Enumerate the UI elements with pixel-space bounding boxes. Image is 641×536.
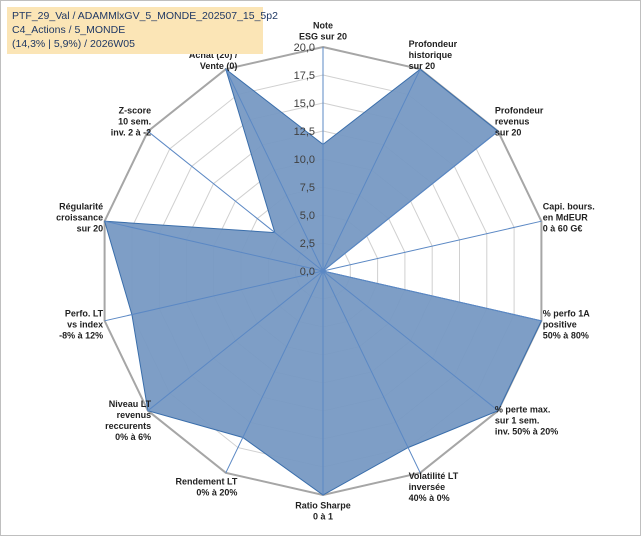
axis-label-line: vs index: [67, 319, 103, 329]
axis-label-line: 0% à 20%: [196, 488, 237, 498]
tick-label: 0,0: [300, 266, 315, 278]
tick-label: 15,0: [294, 98, 315, 110]
tick-label: 20,0: [294, 42, 315, 54]
axis-label-line: en MdEUR: [543, 213, 589, 223]
axis-label-line: positive: [543, 319, 577, 329]
axis-label-line: Niveau LT: [109, 399, 152, 409]
axis-spoke: [147, 130, 324, 272]
axis-label-line: Capi. bours.: [543, 202, 595, 212]
axis-spoke: [147, 270, 324, 412]
axis-label-line: historique: [409, 50, 453, 60]
axis-spoke: [322, 220, 542, 272]
axis-spoke: [322, 68, 421, 272]
radar-tick-labels: 0,0 2,5 5,0 7,5 10,0 12,5 15,0 17,5 20,0: [294, 42, 315, 278]
radar-series: [103, 47, 543, 496]
axis-label-line: Volatilité LT: [409, 471, 459, 481]
axis-label-line: Rendement LT: [176, 477, 238, 487]
axis-spoke: [322, 270, 499, 412]
axis-label-line: Z-score: [119, 105, 152, 115]
axis-spoke: [104, 220, 324, 272]
tick-label: 12,5: [294, 126, 315, 138]
axis-label-line: Vente (0): [200, 61, 238, 71]
axis-spoke: [104, 270, 324, 322]
axis-label-line: Profondeur: [495, 105, 544, 115]
portfolio-name: PTF_29_Val / ADAMMlxGV_5_MONDE_202507_15…: [12, 10, 278, 22]
axis-label-line: % perfo 1A: [543, 308, 591, 318]
axis-label-line: sur 20: [77, 224, 104, 234]
axis-label-line: % perte max.: [495, 405, 551, 415]
axis-label-line: -8% à 12%: [59, 330, 103, 340]
tick-label: 2,5: [300, 238, 315, 250]
axis-label: % perte max.sur 1 sem.inv. 50% à 20%: [495, 405, 558, 437]
axis-spoke: [225, 270, 324, 474]
axis-label-line: Achat (20) /: [189, 50, 238, 60]
axis-label-line: inversée: [409, 482, 446, 492]
portfolio-stats: (14,3% | 5,9%) / 2026W05: [12, 38, 135, 50]
axis-label-line: sur 20: [495, 127, 522, 137]
axis-spoke: [322, 130, 499, 272]
axis-label-line: Régularité: [59, 202, 103, 212]
axis-spoke: [225, 68, 324, 272]
axis-label-line: Perfo. LT: [65, 308, 104, 318]
axis-spoke: [322, 270, 542, 322]
axis-label-line: Profondeur: [409, 39, 458, 49]
axis-label: Rendement LT0% à 20%: [176, 477, 238, 498]
axis-label-line: reccurents: [105, 421, 151, 431]
axis-label-line: Note: [313, 21, 333, 31]
axis-label-line: sur 1 sem.: [495, 416, 540, 426]
axis-label-line: 0% à 6%: [115, 432, 151, 442]
tick-label: 17,5: [294, 70, 315, 82]
axis-label-line: Ratio Sharpe: [295, 501, 351, 511]
asset-class: C4_Actions / 5_MONDE: [12, 24, 126, 36]
axis-label-line: revenus: [117, 410, 152, 420]
axis-label-line: 0 à 60 G€: [543, 224, 583, 234]
axis-label-line: 0 à 1: [313, 512, 333, 522]
axis-label-line: inv. 2 à -2: [111, 127, 151, 137]
axis-label-line: 10 sem.: [118, 116, 151, 126]
tick-label: 7,5: [300, 182, 315, 194]
axis-label-line: 50% à 80%: [543, 330, 589, 340]
axis-label-line: revenus: [495, 116, 530, 126]
tick-label: 10,0: [294, 154, 315, 166]
chart-title-box: PTF_29_Val / ADAMMlxGV_5_MONDE_202507_15…: [7, 7, 278, 54]
axis-label-line: 40% à 0%: [409, 493, 450, 503]
tick-label: 5,0: [300, 210, 315, 222]
axis-label-line: ESG sur 20: [299, 32, 347, 42]
axis-label-line: inv. 50% à 20%: [495, 427, 558, 437]
axis-label-line: sur 20: [409, 61, 436, 71]
axis-spoke: [322, 270, 421, 474]
axis-label-line: croissance: [56, 213, 103, 223]
